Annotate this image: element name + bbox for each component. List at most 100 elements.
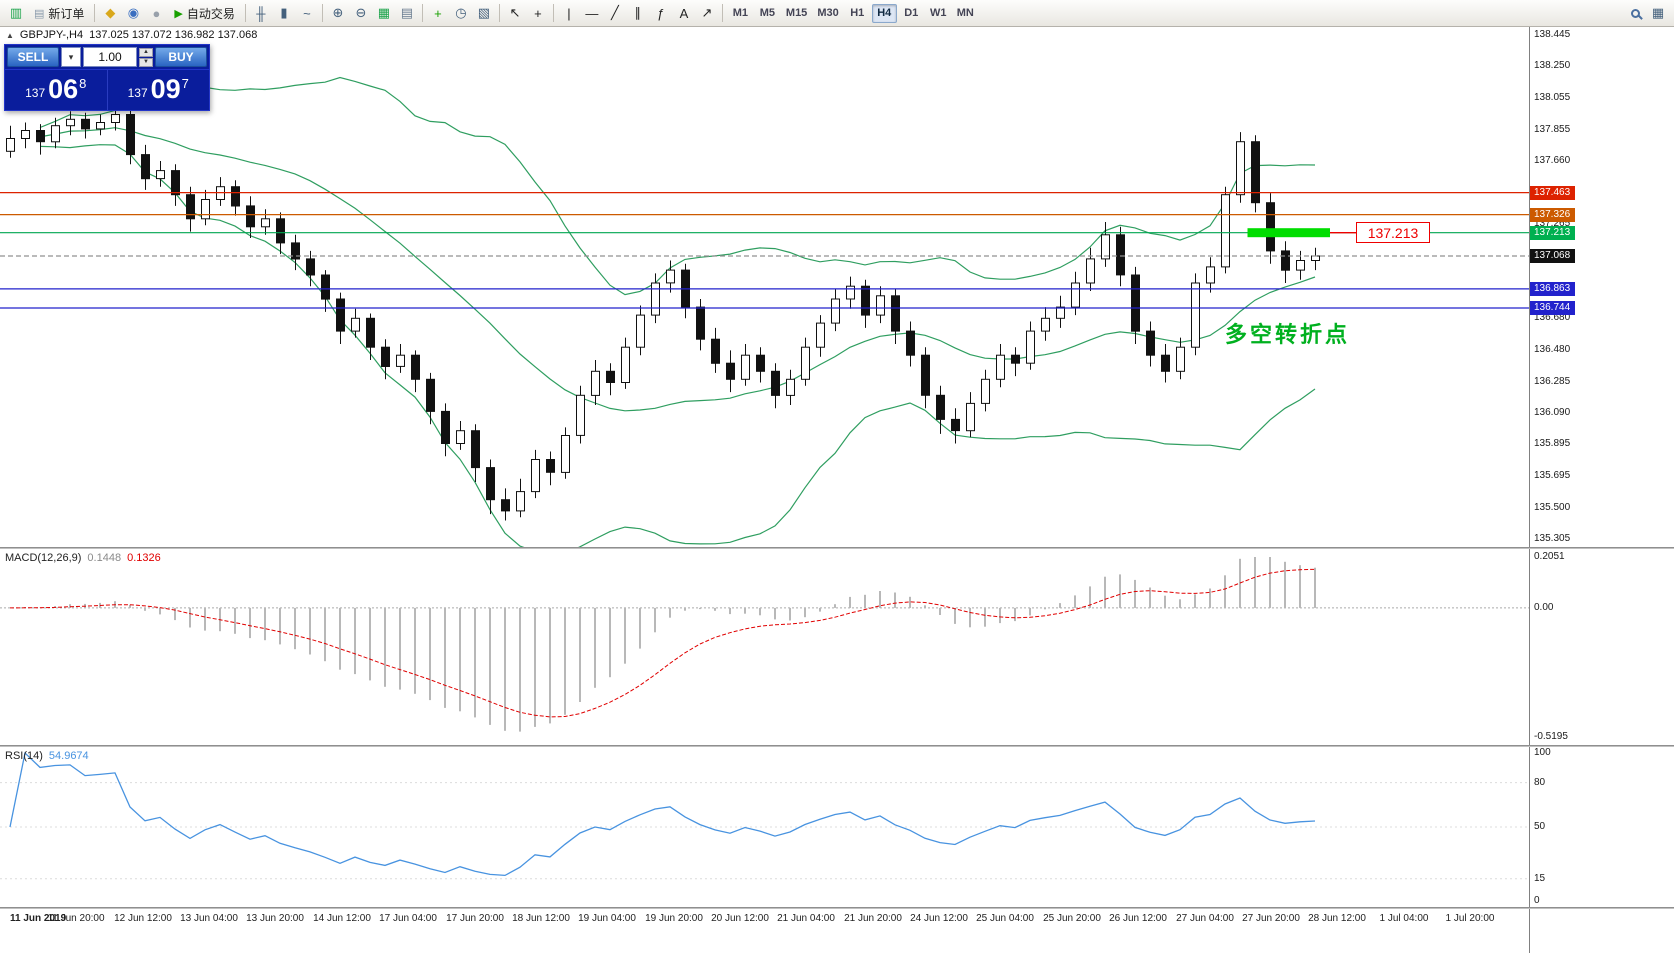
horizontal-line-icon[interactable]: — bbox=[585, 5, 599, 21]
periods-icon[interactable]: ◷ bbox=[455, 5, 467, 20]
price-tick: 136.680 bbox=[1534, 312, 1571, 323]
fibonacci-icon[interactable]: ƒ bbox=[657, 5, 665, 21]
time-label: 27 Jun 20:00 bbox=[1242, 913, 1300, 924]
chevron-down-icon: ▾ bbox=[68, 51, 74, 62]
price-tick: 138.445 bbox=[1534, 29, 1571, 40]
time-label: 13 Jun 20:00 bbox=[246, 913, 304, 924]
price-tick: 136.090 bbox=[1534, 407, 1571, 418]
timeframe-m1[interactable]: M1 bbox=[732, 7, 749, 19]
crosshair-icon[interactable]: + bbox=[534, 5, 542, 21]
pane-separator[interactable] bbox=[0, 547, 1674, 549]
pane-separator[interactable] bbox=[0, 907, 1674, 909]
price-scale[interactable]: 138.445 138.250 138.055 137.855 137.660 137.2… bbox=[1529, 27, 1674, 953]
macd-pane[interactable]: MACD(12,26,9) 0.1448 0.1326 bbox=[0, 549, 1529, 745]
rsi-canvas[interactable] bbox=[0, 747, 1529, 907]
volume-input[interactable]: 1.00 bbox=[83, 47, 137, 67]
search-icon[interactable] bbox=[1624, 3, 1646, 24]
time-label: 14 Jun 12:00 bbox=[313, 913, 371, 924]
price-tick: 137.660 bbox=[1534, 155, 1571, 166]
zoom-in-icon[interactable]: ⊕ bbox=[332, 5, 344, 20]
rsi-value: 54.9674 bbox=[48, 750, 89, 762]
rsi-line bbox=[9, 751, 1316, 877]
sell-button[interactable]: SELL bbox=[7, 47, 59, 67]
price-tick: 138.250 bbox=[1534, 60, 1571, 71]
new-order-button-label: 新订单 bbox=[48, 6, 85, 21]
trendline-icon[interactable]: ╱ bbox=[610, 5, 619, 20]
new-order-button[interactable]: ▤ 新订单 bbox=[28, 3, 90, 24]
layers-icon[interactable]: ▦ bbox=[1651, 5, 1665, 20]
timeframe-m30[interactable]: M30 bbox=[817, 7, 839, 19]
bollinger-band bbox=[39, 144, 1316, 547]
sell-price[interactable]: 137 06 8 bbox=[5, 70, 107, 110]
highlight-bar[interactable] bbox=[1247, 228, 1331, 238]
vertical-line-icon[interactable]: | bbox=[567, 5, 571, 21]
bar-chart-icon[interactable]: ╫ bbox=[256, 5, 266, 21]
volume-stepper[interactable]: ▲ ▼ bbox=[139, 47, 153, 67]
time-label: 20 Jun 12:00 bbox=[711, 913, 769, 924]
text-icon[interactable]: A bbox=[679, 5, 689, 21]
bollinger-band bbox=[39, 76, 1316, 296]
symbol-info: ▲ GBPJPY-,H4 137.025 137.072 136.982 137… bbox=[6, 29, 257, 41]
channel-icon[interactable]: ∥ bbox=[634, 5, 642, 20]
volume-dropdown[interactable]: ▾ bbox=[61, 47, 81, 67]
tile-windows-icon[interactable]: ▦ bbox=[377, 5, 391, 20]
time-label: 21 Jun 04:00 bbox=[777, 913, 835, 924]
buy-button[interactable]: BUY bbox=[155, 47, 207, 67]
candlestick-chart-icon[interactable]: ▮ bbox=[280, 5, 288, 20]
main-chart-canvas[interactable] bbox=[0, 27, 1529, 547]
spin-up-icon[interactable]: ▲ bbox=[139, 47, 153, 57]
sounds-icon[interactable]: ● bbox=[152, 5, 161, 21]
main-chart-pane[interactable]: ▲ GBPJPY-,H4 137.025 137.072 136.982 137… bbox=[0, 27, 1529, 547]
rsi-scale-tick: 15 bbox=[1534, 873, 1546, 884]
toolbar-separator bbox=[244, 4, 246, 22]
buy-price[interactable]: 137 09 7 bbox=[108, 70, 210, 110]
price-level-box: 137.463 bbox=[1530, 186, 1576, 200]
timeframe-m15[interactable]: M15 bbox=[785, 7, 808, 19]
pane-separator[interactable] bbox=[0, 745, 1674, 747]
time-label: 27 Jun 04:00 bbox=[1176, 913, 1234, 924]
price-tick: 136.285 bbox=[1534, 376, 1571, 387]
bollinger-band bbox=[39, 127, 1316, 412]
timeframe-group: M1 M5 M15 M30 H1 H4 D1 W1 MN bbox=[727, 3, 979, 23]
time-label: 25 Jun 04:00 bbox=[976, 913, 1034, 924]
metaeditor-icon[interactable]: ◆ bbox=[105, 5, 116, 20]
toolbar-separator bbox=[552, 4, 554, 22]
price-tick: 138.055 bbox=[1534, 92, 1571, 103]
time-axis[interactable]: 11 Jun 2019 11 Jun 20:00 12 Jun 12:00 13 Ju… bbox=[0, 909, 1529, 931]
cursor-icon[interactable]: ↖ bbox=[509, 5, 521, 20]
templates-icon[interactable]: ▧ bbox=[477, 5, 491, 20]
line-chart-icon[interactable]: ~ bbox=[303, 5, 311, 21]
toolbar: ▥ ▤ 新订单 ◆ ◉ ● ▶ 自动交易 ╫ ▮ ~ ⊕ ⊖ ▦ ▤ + ◷ ▧ ↖ + | — ╱ ∥ ƒ A ↗ M1 M5 M15 M… bbox=[0, 0, 1674, 27]
indicators-icon[interactable]: + bbox=[434, 5, 442, 21]
profiles-icon[interactable]: ◉ bbox=[127, 5, 140, 20]
timeframe-mn[interactable]: MN bbox=[956, 7, 974, 19]
time-label: 11 Jun 2019 bbox=[10, 913, 67, 924]
timeframe-w1[interactable]: W1 bbox=[929, 7, 947, 19]
rsi-scale-tick: 80 bbox=[1534, 777, 1546, 788]
timeframe-m5[interactable]: M5 bbox=[759, 7, 776, 19]
toolbar-separator bbox=[721, 4, 723, 22]
rsi-pane[interactable]: RSI(14) 54.9674 bbox=[0, 747, 1529, 907]
macd-canvas[interactable] bbox=[0, 549, 1529, 745]
timeframe-d1[interactable]: D1 bbox=[904, 7, 919, 19]
auto-trading-button-label: 自动交易 bbox=[186, 6, 235, 21]
cascade-windows-icon[interactable]: ▤ bbox=[400, 5, 414, 20]
buy-price-prefix: 137 bbox=[127, 86, 148, 100]
candles bbox=[6, 106, 1320, 521]
time-label: 17 Jun 04:00 bbox=[379, 913, 437, 924]
zoom-out-icon[interactable]: ⊖ bbox=[355, 5, 367, 20]
new-order-icon: ▤ bbox=[34, 7, 45, 20]
timeframe-h4[interactable]: H4 bbox=[871, 3, 897, 23]
spin-down-icon[interactable]: ▼ bbox=[139, 57, 153, 67]
macd-value-1: 0.1448 bbox=[87, 552, 122, 564]
arrows-icon[interactable]: ↗ bbox=[701, 5, 713, 20]
chart-note: 多空转折点 bbox=[1225, 322, 1351, 347]
timeframe-h1[interactable]: H1 bbox=[850, 7, 865, 19]
app-chart-icon: ▥ bbox=[9, 5, 23, 20]
auto-trading-icon: ▶ bbox=[174, 7, 183, 20]
sell-price-main: 06 bbox=[48, 74, 79, 104]
time-label: 12 Jun 12:00 bbox=[114, 913, 172, 924]
auto-trading-button[interactable]: ▶ 自动交易 bbox=[168, 3, 240, 24]
price-callout[interactable]: 137.213 bbox=[1356, 222, 1430, 243]
buy-price-main: 09 bbox=[150, 74, 181, 104]
